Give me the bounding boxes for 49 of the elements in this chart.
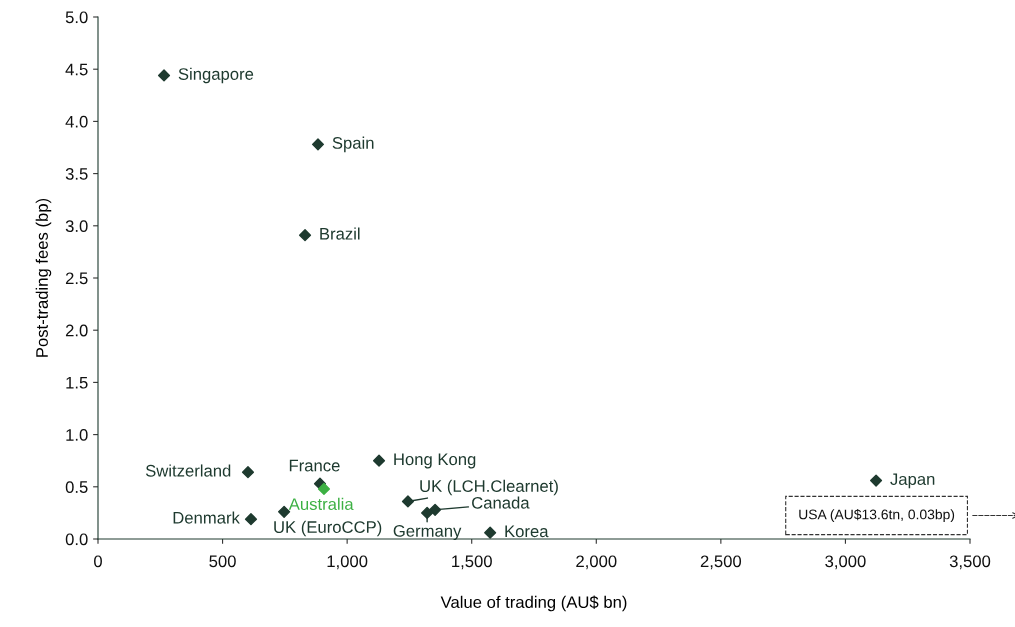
y-tick-label: 0.5 [65, 481, 88, 493]
point [317, 482, 331, 495]
y-tick-label: 1.0 [66, 429, 88, 441]
point [311, 138, 325, 151]
y-tick-label: 3.5 [65, 168, 88, 180]
x-tick-label: 2,000 [576, 555, 617, 570]
point [484, 526, 497, 539]
annotation: UK (LCH.Clearnet) [420, 479, 558, 496]
point [241, 466, 255, 479]
point [298, 229, 312, 242]
point [421, 506, 434, 519]
annotation: France [289, 459, 340, 472]
point [278, 505, 291, 518]
x-tick-label: 1,000 [327, 555, 368, 570]
annotation: Switzerland [145, 464, 231, 477]
annotation: Australia [288, 497, 354, 511]
annotation: Korea [505, 525, 549, 538]
point [869, 474, 883, 487]
x-tick-label: 0 [94, 555, 102, 568]
point [372, 454, 386, 467]
annotation: Germany [393, 525, 462, 541]
x-axis-title: Value of trading (AU$ bn) [440, 595, 627, 612]
y-tick-label: 2.5 [65, 272, 88, 285]
point [244, 513, 258, 526]
point [157, 69, 171, 82]
y-axis-title: Post-trading fees (bp) [35, 198, 52, 357]
point [401, 495, 415, 508]
annotation: USA (AU$13.6tn, 0.03bp) [799, 508, 955, 523]
annotation: UK (EuroCCP) [274, 520, 382, 537]
y-tick-label: 4.5 [65, 63, 88, 76]
point [429, 503, 442, 516]
annotation: Hong Kong [394, 453, 476, 469]
x-tick-label: 1,500 [452, 555, 492, 570]
x-tick-label: 3,500 [949, 555, 991, 570]
y-tick-label: 5.0 [65, 11, 88, 24]
annotation: Canada [472, 496, 530, 509]
annotation: Spain [332, 136, 374, 153]
x-tick-label: 2,500 [700, 555, 742, 570]
y-tick-label: 0.0 [65, 533, 88, 546]
y-tick-label: 3.0 [65, 220, 88, 232]
annotation: Brazil [320, 227, 360, 240]
annotation: Denmark [173, 511, 240, 524]
y-tick-label: 2.0 [65, 324, 88, 337]
y-tick-label: 4.0 [65, 115, 88, 128]
annotation: Japan [890, 473, 935, 489]
x-tick-label: 500 [209, 555, 236, 568]
x-tick-label: 3,000 [825, 555, 866, 570]
y-tick-label: 1.5 [66, 376, 88, 389]
annotation: Singapore [178, 67, 254, 84]
